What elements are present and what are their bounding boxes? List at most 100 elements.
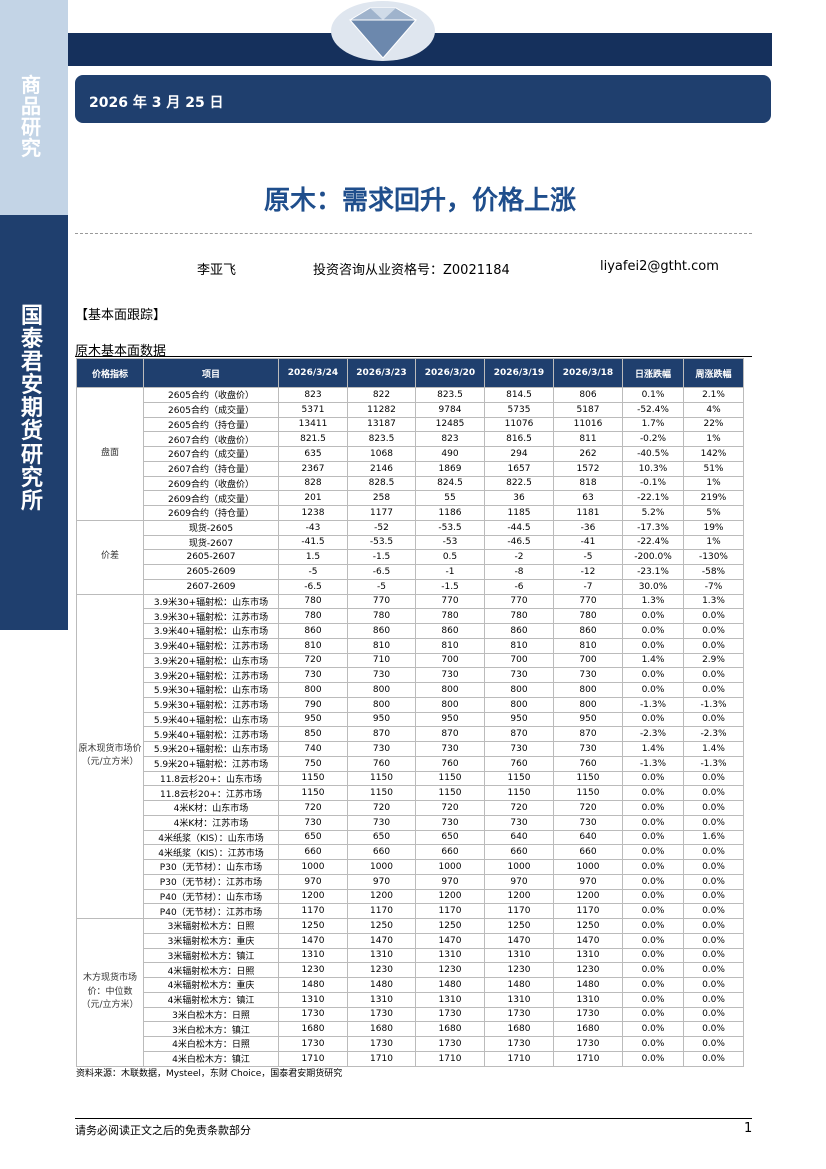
- column-header: 价格指标: [76, 358, 144, 388]
- value-cell: 950: [347, 711, 416, 728]
- value-cell: 1310: [347, 991, 416, 1008]
- value-cell: 0.0%: [683, 1006, 744, 1023]
- value-cell: 806: [553, 387, 623, 403]
- value-cell: 660: [347, 844, 416, 860]
- value-cell: 0.0%: [683, 859, 744, 875]
- value-cell: 1730: [484, 1006, 554, 1023]
- value-cell: 1150: [278, 785, 348, 801]
- item-cell: 2607合约（持仓量）: [143, 460, 279, 477]
- value-cell: 770: [553, 593, 623, 610]
- value-cell: 1.4%: [683, 741, 744, 757]
- value-cell: 780: [553, 608, 623, 624]
- value-cell: 730: [278, 667, 348, 683]
- value-cell: 0.0%: [622, 859, 684, 875]
- value-cell: 810: [278, 637, 348, 654]
- value-cell: 811: [553, 431, 623, 447]
- data-source: 资料来源：木联数据，Mysteel，东财 Choice，国泰君安期货研究: [76, 1069, 343, 1079]
- value-cell: 850: [278, 726, 348, 742]
- value-cell: 0.0%: [622, 623, 684, 639]
- item-cell: 3米辐射松木方：重庆: [143, 932, 279, 949]
- table-row: 3米辐射松木方：镇江 1310 1310 1310 1310 1310 0.0% 0.0%: [77, 947, 744, 964]
- value-cell: 860: [347, 623, 416, 639]
- value-cell: -22.1%: [622, 490, 684, 506]
- value-cell: 760: [347, 755, 416, 772]
- value-cell: -41: [553, 534, 623, 551]
- table-row: 原木现货市场价（元/立方米） 3.9米30+辐射松：山东市场 780 770 770 77…: [76, 593, 744, 919]
- value-cell: -44.5: [484, 519, 554, 536]
- table-row: 2605合约（成交量） 5371 11282 9784 5735 5187 -52.4% 4%: [77, 401, 744, 418]
- value-cell: 1310: [347, 947, 416, 964]
- value-cell: -5: [347, 578, 416, 595]
- value-cell: 823: [415, 431, 485, 447]
- column-header: 2026/3/23: [347, 358, 416, 388]
- value-cell: 51%: [683, 460, 744, 477]
- item-cell: 3.9米40+辐射松：江苏市场: [143, 637, 279, 654]
- item-cell: 3米辐射松木方：镇江: [143, 947, 279, 964]
- value-cell: 970: [347, 873, 416, 890]
- table-row: 5.9米20+辐射松：江苏市场 750 760 760 760 760 -1.3% -1.3%: [77, 755, 744, 772]
- value-cell: 640: [553, 829, 623, 846]
- value-cell: 970: [484, 873, 554, 890]
- value-cell: 19%: [683, 519, 744, 536]
- value-cell: 1710: [553, 1050, 623, 1067]
- item-cell: 现货-2607: [143, 534, 279, 551]
- table-row: P40（无节材）：江苏市场 1170 1170 1170 1170 1170 0.0% 0.0…: [77, 903, 744, 919]
- value-cell: 770: [347, 593, 416, 610]
- table-row: 现货-2607 -41.5 -53.5 -53 -46.5 -41 -22.4% 1%: [77, 534, 744, 551]
- author-name: 李亚飞: [197, 263, 237, 278]
- item-cell: 5.9米30+辐射松：山东市场: [143, 682, 279, 698]
- item-cell: 5.9米40+辐射松：江苏市场: [143, 726, 279, 742]
- value-cell: 800: [415, 682, 485, 698]
- value-cell: 0.0%: [622, 947, 684, 964]
- table-row: P30（无节材）：江苏市场 970 970 970 970 970 0.0% 0.0%: [77, 873, 744, 890]
- value-cell: 860: [278, 623, 348, 639]
- item-cell: 2605合约（成交量）: [143, 401, 279, 418]
- value-cell: 12485: [415, 416, 485, 433]
- item-cell: 2605合约（收盘价）: [143, 387, 279, 403]
- value-cell: -0.2%: [622, 431, 684, 447]
- value-cell: 0.0%: [622, 1006, 684, 1023]
- value-cell: 219%: [683, 490, 744, 506]
- value-cell: 1170: [553, 903, 623, 919]
- item-cell: 3.9米30+辐射松：江苏市场: [143, 608, 279, 624]
- table-row: 5.9米20+辐射松：山东市场 740 730 730 730 730 1.4% 1.4%: [77, 741, 744, 757]
- value-cell: 1730: [347, 1036, 416, 1052]
- value-cell: 810: [553, 637, 623, 654]
- item-cell: 3.9米20+辐射松：江苏市场: [143, 667, 279, 683]
- value-cell: 720: [553, 800, 623, 816]
- value-cell: 0.0%: [622, 991, 684, 1008]
- table-header-row: 价格指标 项目 2026/3/24 2026/3/23 2026/3/20 2026/3/…: [76, 358, 744, 388]
- item-cell: 4米K材：山东市场: [143, 800, 279, 816]
- value-cell: 800: [278, 682, 348, 698]
- value-cell: 1185: [484, 505, 554, 521]
- value-cell: 730: [484, 741, 554, 757]
- value-cell: 780: [484, 608, 554, 624]
- table-row: 2605合约（持仓量） 13411 13187 12485 11076 11016 1.7%…: [77, 416, 744, 433]
- value-cell: 1.3%: [683, 593, 744, 610]
- sidebar-org-label: 国泰君安期货研究所: [20, 304, 43, 514]
- value-cell: 0.0%: [622, 637, 684, 654]
- item-cell: 5.9米30+辐射松：江苏市场: [143, 696, 279, 713]
- page-number: 1: [744, 1121, 753, 1136]
- value-cell: 1470: [484, 932, 554, 949]
- table-row: 2609合约（持仓量） 1238 1177 1186 1185 1181 5.2% 5%: [77, 505, 744, 521]
- value-cell: -52.4%: [622, 401, 684, 418]
- value-cell: 1150: [553, 785, 623, 801]
- value-cell: 0.0%: [683, 991, 744, 1008]
- value-cell: 1730: [415, 1036, 485, 1052]
- author-email[interactable]: liyafei2@gtht.com: [600, 259, 719, 274]
- value-cell: 828.5: [347, 475, 416, 492]
- value-cell: 790: [278, 696, 348, 713]
- value-cell: 1470: [553, 932, 623, 949]
- section-label: 【基本面跟踪】: [75, 308, 167, 323]
- value-cell: 1250: [553, 918, 623, 934]
- table-row: 3.9米30+辐射松：江苏市场 780 780 780 780 780 0.0% 0.0%: [77, 608, 744, 624]
- value-cell: 730: [278, 814, 348, 831]
- footer-divider: [75, 1118, 752, 1119]
- value-cell: 0.0%: [683, 932, 744, 949]
- value-cell: 5735: [484, 401, 554, 418]
- value-cell: 1.3%: [622, 593, 684, 610]
- value-cell: 1310: [484, 991, 554, 1008]
- value-cell: 780: [278, 608, 348, 624]
- item-cell: 现货-2605: [143, 519, 279, 536]
